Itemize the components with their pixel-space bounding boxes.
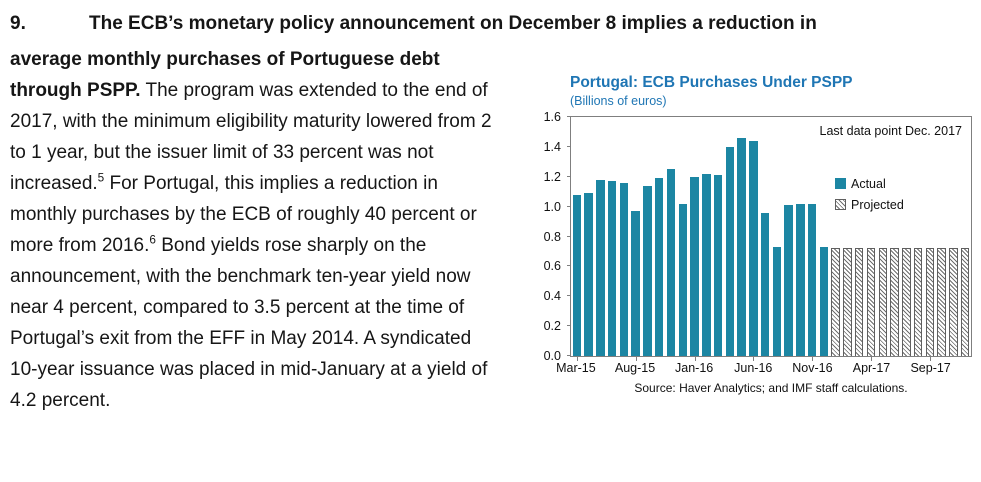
- x-tick-label: Apr-17: [852, 361, 891, 375]
- x-tick-label: Mar-15: [556, 361, 596, 375]
- footnote-ref-5: 5: [97, 171, 105, 185]
- bar-Feb-17: [843, 248, 852, 356]
- x-tick-mark: [694, 356, 696, 361]
- bar-Sep-17: [925, 248, 935, 356]
- paragraph-bold-lead-line1: The ECB’s monetary policy announcement o…: [89, 13, 817, 34]
- y-tick-label: 1.4: [543, 139, 561, 154]
- bar-Nov-16: [807, 203, 817, 356]
- chart-legend: Actual Projected: [835, 177, 904, 219]
- bar-Sep-15: [643, 185, 652, 356]
- legend-swatch-projected: [835, 199, 846, 211]
- paragraph-seg1: The program was extended to the end of 2…: [10, 80, 492, 194]
- legend-item-projected: Projected: [835, 198, 904, 212]
- legend-label-actual: Actual: [851, 176, 886, 191]
- legend-label-projected: Projected: [851, 197, 904, 212]
- x-tick-mark: [871, 356, 872, 361]
- x-tick-mark: [929, 356, 931, 361]
- bar-Dec-15: [678, 203, 687, 356]
- bar-Jan-17: [831, 248, 840, 356]
- y-tick-label: 0.0: [543, 349, 561, 363]
- y-tick-mark: [567, 235, 571, 237]
- document-page: 9. The ECB’s monetary policy announcement…: [10, 8, 973, 416]
- bar-Sep-16: [784, 205, 793, 356]
- last-data-point-note: Last data point Dec. 2017: [819, 124, 962, 138]
- x-tick-label: Sep-17: [910, 361, 951, 375]
- bar-Jun-16: [749, 140, 758, 356]
- bar-Mar-15: [572, 194, 582, 356]
- bar-Jan-16: [690, 176, 699, 356]
- bar-Oct-17: [937, 248, 946, 356]
- plot-wrap: 0.0 0.2 0.4 0.6 0.8 1.0 1.2 1.4 1.6 Last data po…: [544, 110, 972, 379]
- bar-Oct-16: [796, 203, 805, 356]
- bar-Mar-17: [855, 248, 864, 356]
- x-axis: Mar-15 Aug-15 Jan-16 Jun-16 Nov-16 Apr-17 Sep-…: [556, 361, 972, 379]
- chart-title: Portugal: ECB Purchases Under PSPP: [570, 74, 853, 91]
- x-tick-label: Jan-16: [675, 361, 714, 375]
- y-axis: 0.0 0.2 0.4 0.6 0.8 1.0 1.2 1.4 1.6: [535, 110, 567, 363]
- plot-area: 0.0 0.2 0.4 0.6 0.8 1.0 1.2 1.4 1.6 Last data po…: [544, 110, 972, 363]
- y-tick-mark: [567, 116, 571, 117]
- bars-layer: [571, 117, 971, 356]
- y-tick-label: 0.4: [543, 289, 561, 304]
- y-tick-mark: [567, 265, 571, 267]
- chart-panel: Portugal: ECB Purchases Under PSPP (Bill…: [538, 74, 981, 395]
- bar-Apr-15: [584, 193, 593, 356]
- paragraph-bold-lead-rest: average monthly purchases of Portuguese …: [10, 49, 440, 101]
- y-tick-label: 0.8: [543, 229, 561, 244]
- bar-Apr-16: [725, 146, 735, 356]
- y-tick-mark: [567, 145, 571, 147]
- y-tick-mark: [567, 325, 571, 327]
- y-tick-label: 1.0: [543, 199, 561, 214]
- bar-Nov-15: [666, 169, 676, 356]
- bar-May-17: [878, 248, 887, 356]
- paragraph-seg3: Bond yields rose sharply on the announce…: [10, 235, 488, 411]
- paragraph-number: 9.: [10, 13, 26, 34]
- bar-Jul-16: [760, 212, 770, 356]
- y-tick-label: 1.2: [543, 169, 561, 184]
- chart-source: Source: Haver Analytics; and IMF staff c…: [634, 381, 908, 395]
- bar-Jun-15: [607, 181, 617, 356]
- y-tick-mark: [567, 205, 571, 207]
- bar-Mar-16: [713, 175, 723, 356]
- bar-Dec-16: [819, 246, 829, 356]
- bar-Feb-16: [702, 173, 711, 356]
- x-tick-label: Aug-15: [614, 361, 656, 375]
- bar-Jun-17: [890, 248, 899, 356]
- x-tick-mark: [635, 356, 637, 361]
- y-tick-label: 0.2: [543, 319, 561, 334]
- footnote-ref-6: 6: [149, 233, 156, 247]
- bar-Dec-17: [960, 248, 970, 356]
- y-tick-label: 0.6: [543, 259, 561, 274]
- bar-Nov-17: [949, 248, 958, 356]
- bar-Oct-15: [655, 178, 664, 356]
- chart-subtitle: (Billions of euros): [570, 94, 667, 108]
- y-tick-mark: [567, 355, 571, 356]
- x-tick-label: Nov-16: [792, 361, 833, 375]
- bar-Apr-17: [866, 248, 876, 356]
- x-tick-mark: [812, 356, 814, 361]
- bar-Aug-15: [631, 211, 640, 356]
- paragraph-body: average monthly purchases of Portuguese …: [10, 44, 497, 416]
- legend-item-actual: Actual: [835, 177, 904, 191]
- bar-Aug-16: [772, 246, 782, 356]
- bar-Jul-17: [902, 248, 911, 356]
- y-tick-mark: [567, 295, 571, 297]
- y-tick-mark: [567, 175, 571, 177]
- paragraph-seg2: For Portugal, this implies a reduction i…: [10, 173, 477, 256]
- x-tick-label: Jun-16: [734, 361, 773, 375]
- legend-swatch-actual: [835, 178, 846, 190]
- y-tick-label: 1.6: [543, 110, 561, 124]
- paragraph-first-line: 9. The ECB’s monetary policy announcement…: [10, 8, 973, 39]
- bar-Aug-17: [913, 248, 923, 356]
- x-tick-mark: [753, 356, 755, 361]
- x-tick-mark: [576, 356, 578, 361]
- bar-Jul-15: [619, 182, 629, 356]
- bar-May-16: [737, 137, 746, 356]
- bar-May-15: [596, 179, 605, 356]
